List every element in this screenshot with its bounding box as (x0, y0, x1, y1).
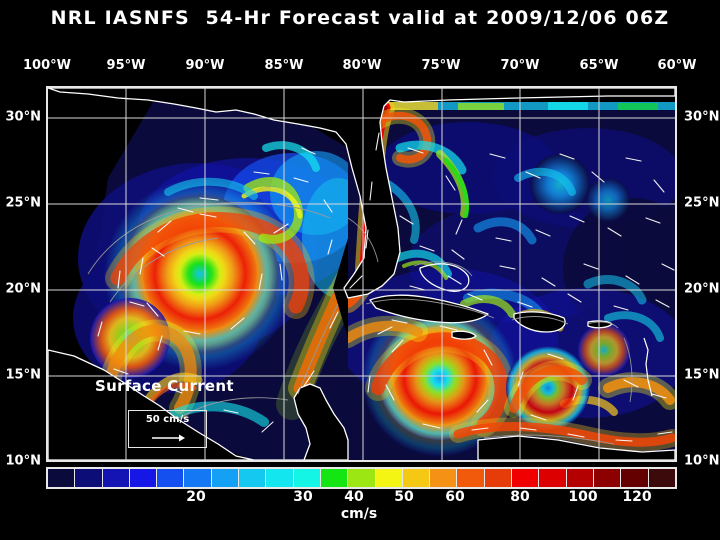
colorbar-tick-30: 30 (293, 489, 313, 505)
colorbar-cell-4 (157, 469, 185, 487)
lon-tick-85w: 85°W (264, 58, 304, 73)
map-panel[interactable] (46, 86, 677, 462)
right-arrow-icon (151, 434, 185, 442)
colorbar-cell-22 (648, 469, 675, 487)
colorbar-tick-80: 80 (510, 489, 530, 505)
lon-tick-70w: 70°W (500, 58, 540, 73)
colorbar-tick-20: 20 (186, 489, 206, 505)
colorbar-cell-8 (266, 469, 294, 487)
lat-tick-left-20n: 20°N (5, 281, 41, 297)
lon-tick-60w: 60°W (657, 58, 697, 73)
colorbar-unit-label: cm/s (0, 506, 720, 522)
colorbar-cell-20 (593, 469, 622, 487)
colorbar-cell-3 (129, 469, 158, 487)
colorbar-tick-100: 100 (568, 489, 598, 505)
colorbar-cell-13 (402, 469, 431, 487)
colorbar-cell-15 (457, 469, 485, 487)
colorbar[interactable] (46, 467, 677, 489)
colorbar-unit-text: cm/s (340, 506, 378, 522)
lat-tick-left-25n: 25°N (5, 195, 41, 211)
colorbar-tick-50: 50 (394, 489, 414, 505)
colorbar-tick-40: 40 (344, 489, 364, 505)
lat-tick-right-25n: 25°N (684, 195, 720, 211)
colorbar-cell-7 (239, 469, 267, 487)
latitude-axis-right: 30°N 25°N 20°N 15°N 10°N (681, 0, 720, 540)
colorbar-cell-5 (184, 469, 212, 487)
colorbar-cell-21 (621, 469, 649, 487)
lat-tick-right-10n: 10°N (684, 453, 720, 469)
surface-current-field (48, 88, 675, 460)
colorbar-cell-1 (75, 469, 103, 487)
colorbar-cell-16 (484, 469, 513, 487)
colorbar-tick-labels: 20 30 40 50 60 80 100 120 (0, 489, 720, 507)
lon-tick-75w: 75°W (421, 58, 461, 73)
latitude-axis-left: 30°N 25°N 20°N 15°N 10°N (0, 0, 44, 540)
map-canvas (48, 88, 675, 460)
lon-tick-100w: 100°W (23, 58, 71, 73)
lat-tick-right-20n: 20°N (684, 281, 720, 297)
lat-tick-left-10n: 10°N (5, 453, 41, 469)
longitude-axis: 100°W 95°W 90°W 85°W 80°W 75°W 70°W 65°W… (0, 58, 720, 76)
colorbar-cell-0 (48, 469, 76, 487)
lon-tick-80w: 80°W (342, 58, 382, 73)
lon-tick-90w: 90°W (185, 58, 225, 73)
colorbar-cell-9 (293, 469, 321, 487)
colorbar-cell-17 (512, 469, 540, 487)
vector-scale-legend: 50 cm/s (128, 410, 207, 448)
lon-tick-65w: 65°W (579, 58, 619, 73)
colorbar-cell-2 (102, 469, 130, 487)
page-title: NRL IASNFS 54-Hr Forecast valid at 2009/… (50, 7, 670, 29)
colorbar-tick-120: 120 (622, 489, 652, 505)
colorbar-cell-19 (566, 469, 594, 487)
colorbar-cell-11 (348, 469, 376, 487)
colorbar-tick-60: 60 (445, 489, 465, 505)
lon-tick-95w: 95°W (106, 58, 146, 73)
colorbar-cell-18 (539, 469, 567, 487)
lat-tick-right-30n: 30°N (684, 109, 720, 125)
lat-tick-left-15n: 15°N (5, 367, 41, 383)
vector-scale-value: 50 cm/s (145, 414, 190, 425)
colorbar-cell-14 (430, 469, 458, 487)
lat-tick-left-30n: 30°N (5, 109, 41, 125)
colorbar-cell-10 (320, 469, 349, 487)
colorbar-cell-12 (375, 469, 403, 487)
lat-tick-right-15n: 15°N (684, 367, 720, 383)
colorbar-cell-6 (211, 469, 240, 487)
surface-current-label: Surface Current (95, 377, 234, 395)
